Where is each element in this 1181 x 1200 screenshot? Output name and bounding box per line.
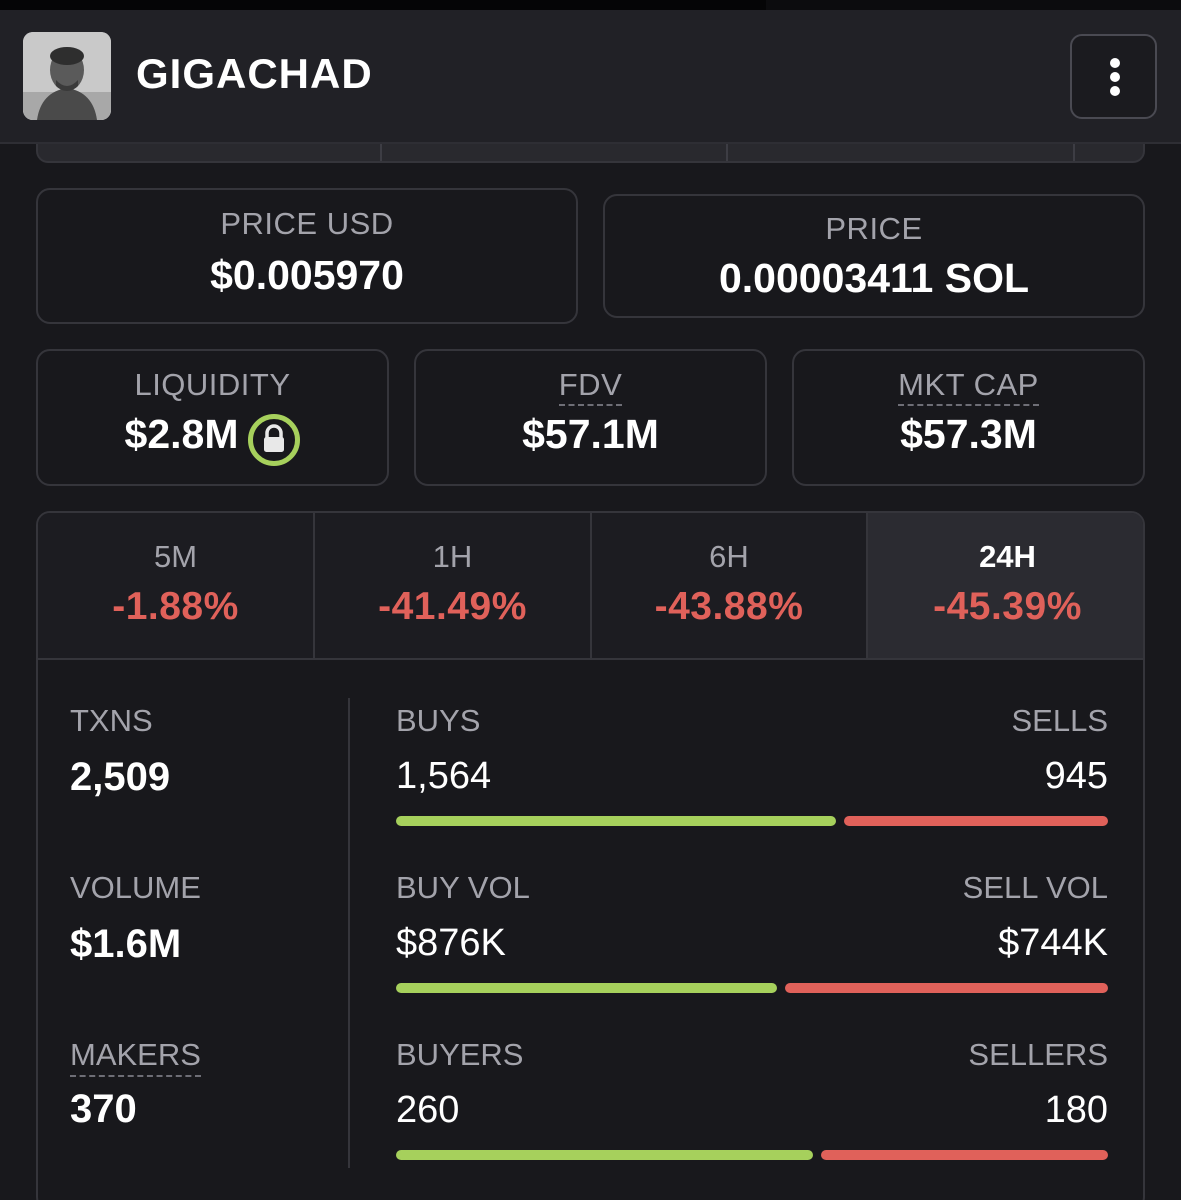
fdv-card: FDV $57.1M — [414, 349, 767, 486]
liquidity-value: $2.8M — [124, 411, 239, 457]
buy-vol-bar — [396, 983, 777, 993]
timeframe-label: 6H — [709, 539, 749, 574]
buys-sells-bar — [396, 816, 1108, 826]
price-usd-card: PRICE USD $0.005970 — [36, 188, 578, 324]
makers-row: BUYERS SELLERS 260 180 — [396, 1037, 1108, 1160]
timeframe-change: -45.39% — [933, 585, 1082, 628]
makers-label[interactable]: MAKERS — [70, 1037, 201, 1077]
token-name: GIGACHAD — [136, 50, 373, 97]
fdv-value: $57.1M — [522, 411, 659, 457]
timeframe-tab-5m[interactable]: 5M -1.88% — [38, 513, 315, 660]
price-usd-label: PRICE USD — [220, 206, 394, 241]
timeframe-change: -41.49% — [378, 585, 527, 628]
liquidity-card: LIQUIDITY $2.8M — [36, 349, 389, 486]
sellers-value: 180 — [1044, 1089, 1108, 1131]
timeframe-label: 5M — [153, 539, 198, 574]
collapsed-tab-bar[interactable] — [36, 144, 1145, 163]
liquidity-label: LIQUIDITY — [134, 367, 291, 402]
top-status-strip — [0, 0, 1181, 10]
timeframe-tab-6h[interactable]: 6H -43.88% — [592, 513, 868, 660]
sell-vol-value: $744K — [998, 922, 1108, 964]
sell-vol-bar — [785, 983, 1108, 993]
timeframe-change: -1.88% — [112, 585, 239, 628]
timeframe-label: 24H — [979, 539, 1036, 574]
sell-vol-label: SELL VOL — [962, 870, 1108, 905]
volume-row: BUY VOL SELL VOL $876K $744K — [396, 870, 1108, 993]
buys-value: 1,564 — [396, 755, 492, 797]
market-cap-value: $57.3M — [900, 411, 1037, 457]
buyers-label: BUYERS — [396, 1037, 524, 1072]
token-header: GIGACHAD — [0, 10, 1181, 144]
buy-vol-label: BUY VOL — [396, 870, 530, 905]
volume-label: VOLUME — [70, 870, 201, 905]
buys-label: BUYS — [396, 703, 481, 738]
price-native-card: PRICE 0.00003411 SOL — [603, 194, 1145, 318]
volume-value: $1.6M — [70, 922, 182, 966]
timeframe-change: -43.88% — [654, 585, 804, 628]
txns-value: 2,509 — [70, 755, 171, 799]
price-usd-value: $0.005970 — [210, 252, 404, 298]
sells-bar — [844, 816, 1108, 826]
txns-stat: TXNS 2,509 — [70, 703, 170, 800]
sellers-label: SELLERS — [968, 1037, 1108, 1072]
price-native-label: PRICE — [825, 211, 923, 246]
timeframe-tab-24h[interactable]: 24H -45.39% — [868, 513, 1143, 660]
buys-sells-row: BUYS SELLS 1,564 945 — [396, 703, 1108, 826]
price-native-value: 0.00003411 SOL — [718, 255, 1030, 301]
timeframe-tab-1h[interactable]: 1H -41.49% — [315, 513, 592, 660]
more-vertical-icon — [1110, 58, 1120, 68]
fdv-label[interactable]: FDV — [558, 367, 623, 406]
makers-bar — [396, 1150, 1108, 1160]
market-cap-card: MKT CAP $57.3M — [792, 349, 1145, 486]
txns-label: TXNS — [70, 703, 153, 738]
lock-icon[interactable] — [248, 413, 301, 466]
more-menu-button[interactable] — [1070, 34, 1157, 119]
sells-value: 945 — [1044, 755, 1108, 797]
sellers-bar — [821, 1150, 1108, 1160]
buyers-bar — [396, 1150, 813, 1160]
volume-stat: VOLUME $1.6M — [70, 870, 201, 967]
stats-panel: 5M -1.88% 1H -41.49% 6H -43.88% 24H -45.… — [36, 511, 1145, 1200]
makers-value: 370 — [70, 1087, 137, 1131]
buyers-value: 260 — [396, 1089, 460, 1131]
sells-label: SELLS — [1011, 703, 1108, 738]
makers-stat: MAKERS 370 — [70, 1037, 201, 1132]
buys-bar — [396, 816, 836, 826]
volume-bar — [396, 983, 1108, 993]
buy-vol-value: $876K — [396, 922, 506, 964]
market-cap-label[interactable]: MKT CAP — [898, 367, 1039, 406]
token-avatar[interactable] — [23, 32, 111, 120]
column-divider — [348, 698, 350, 1168]
timeframe-label: 1H — [432, 539, 473, 574]
